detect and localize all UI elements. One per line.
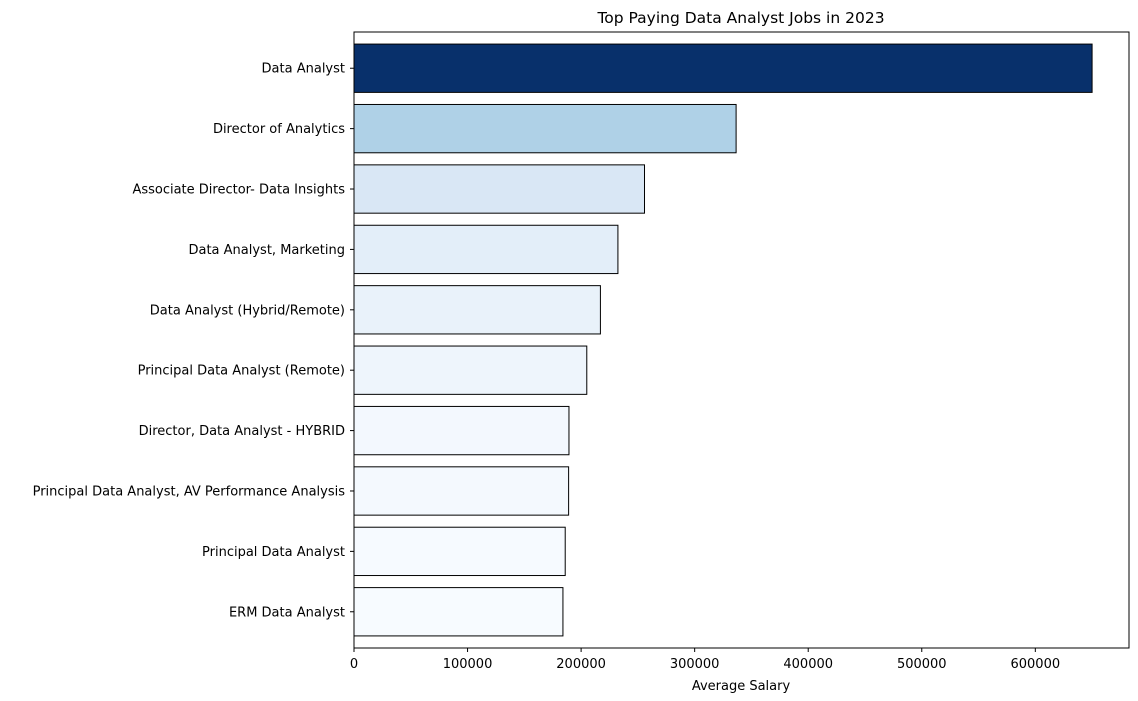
y-tick-label: Associate Director- Data Insights	[132, 183, 345, 198]
bar-principal-data-analyst	[353, 526, 566, 577]
bar-data-analyst	[353, 43, 1093, 93]
x-tick-label: 300000	[670, 657, 720, 672]
x-tick-label: 0	[350, 657, 358, 672]
bar-director-data-analyst-hybrid	[353, 405, 570, 456]
chart-title: Top Paying Data Analyst Jobs in 2023	[596, 9, 884, 27]
y-tick-label: Principal Data Analyst, AV Performance A…	[33, 484, 346, 499]
y-tick-label: Director of Analytics	[213, 122, 345, 137]
y-tick-label: ERM Data Analyst	[229, 605, 345, 620]
y-tick-label: Data Analyst, Marketing	[188, 243, 345, 258]
y-tick-label: Data Analyst (Hybrid/Remote)	[150, 303, 345, 318]
bar-associate-director-data-insights	[353, 164, 646, 214]
bars-group	[353, 43, 1093, 637]
y-tick-label: Principal Data Analyst (Remote)	[138, 364, 345, 379]
bar-data-analyst-marketing	[353, 224, 619, 275]
bar-principal-data-analyst-av-performance-analysis	[353, 466, 570, 516]
x-tick-label: 400000	[783, 657, 833, 672]
y-tick-label: Director, Data Analyst - HYBRID	[139, 424, 345, 439]
x-axis-label: Average Salary	[692, 679, 791, 694]
x-tick-label: 500000	[897, 657, 947, 672]
x-tick-label: 100000	[443, 657, 493, 672]
bar-director-of-analytics	[353, 103, 737, 154]
bar-principal-data-analyst-remote	[353, 345, 588, 395]
y-tick-label: Principal Data Analyst	[202, 545, 345, 560]
x-tick-label: 600000	[1010, 657, 1060, 672]
bar-data-analyst-hybrid-remote	[353, 285, 601, 335]
y-axis-ticks: Data Analyst Director of Analytics Associa…	[33, 62, 354, 620]
x-axis-ticks: 0 100000 200000 300000 400000 500000 600000	[350, 648, 1060, 672]
x-tick-label: 200000	[556, 657, 606, 672]
y-tick-label: Data Analyst	[262, 62, 345, 77]
bar-erm-data-analyst	[353, 587, 564, 637]
plot-frame	[353, 31, 1130, 649]
